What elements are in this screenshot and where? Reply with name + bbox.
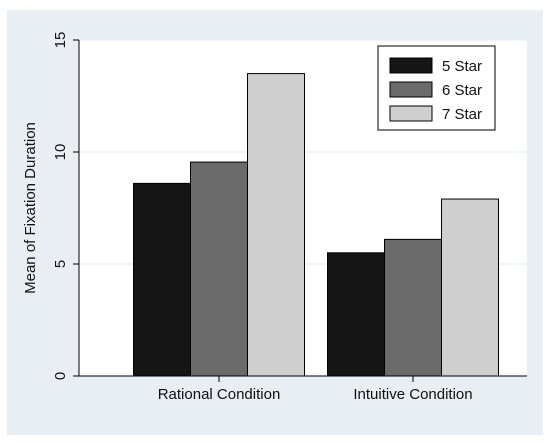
legend-label: 7 Star <box>442 106 482 123</box>
legend-swatch <box>389 105 433 122</box>
y-tick-label: 15 <box>52 32 69 49</box>
legend-swatch <box>389 81 433 98</box>
legend-swatch <box>389 57 433 74</box>
bar-6-star <box>384 238 442 377</box>
x-tick-label: Rational Condition <box>158 386 281 403</box>
legend: 5 Star 6 Star 7 Star <box>377 45 496 131</box>
bar-7-star <box>247 73 305 377</box>
bar-7-star <box>441 198 499 377</box>
legend-label: 5 Star <box>442 58 482 75</box>
x-axis-ticks: Rational Condition Intuitive Condition <box>158 376 473 403</box>
y-axis-title: Mean of Fixation Duration <box>22 122 39 294</box>
bar-chart: 0 5 10 15 Rational Condition Intuitive Condi… <box>22 32 527 403</box>
y-tick-label: 10 <box>52 144 69 161</box>
y-tick-label: 0 <box>52 372 69 380</box>
bar-5-star <box>133 182 191 377</box>
legend-label: 6 Star <box>442 82 482 99</box>
bar-5-star <box>327 252 385 377</box>
y-axis-ticks: 0 5 10 15 <box>52 32 79 380</box>
chart-figure: 0 5 10 15 Rational Condition Intuitive Condi… <box>7 10 543 435</box>
bars <box>133 73 499 377</box>
y-tick-label: 5 <box>52 260 69 268</box>
bar-6-star <box>190 161 248 377</box>
x-tick-label: Intuitive Condition <box>353 386 472 403</box>
